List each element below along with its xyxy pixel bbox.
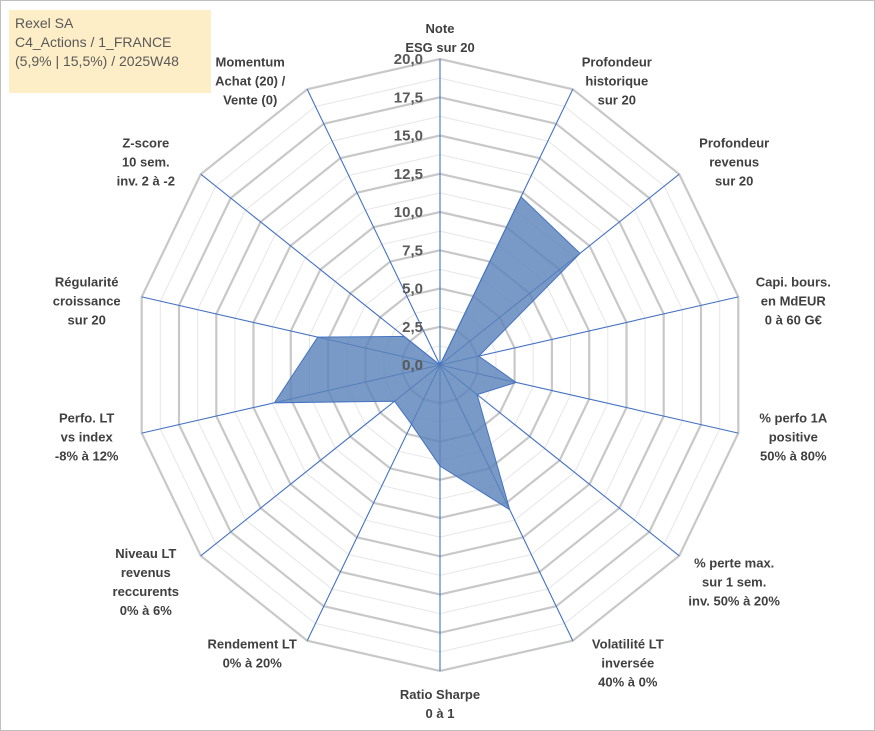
- category-label: Profondeur: [582, 54, 652, 69]
- tick-label: 12,5: [394, 166, 423, 183]
- category-label: positive: [769, 430, 818, 445]
- chart-title-box: Rexel SA C4_Actions / 1_FRANCE (5,9% | 1…: [9, 10, 211, 93]
- category-label: 40% à 0%: [598, 675, 658, 690]
- axis-spoke: [306, 89, 441, 366]
- category-label: 0 à 60 G€: [765, 312, 822, 327]
- tick-labels: 0,0 2,5 5,0 7,5 10,0 12,5 15,0 17,5 20,0: [394, 51, 423, 374]
- category-label: inv. 50% à 20%: [688, 593, 780, 608]
- category-label: Rendement LT: [208, 637, 297, 652]
- tick-label: 15,0: [394, 128, 423, 145]
- category-labels: Note ESG sur 20 Profondeur historique sur 20…: [53, 21, 831, 721]
- category-label: 0% à 6%: [120, 603, 172, 618]
- category-label: Z-score: [122, 136, 169, 151]
- category-label: inv. 2 à -2: [117, 174, 175, 189]
- category-label: Volatilité LT: [592, 637, 664, 652]
- category-label: revenus: [121, 565, 171, 580]
- category-label: -8% à 12%: [55, 449, 119, 464]
- category-label: inversée: [601, 656, 654, 671]
- category-label: Régularité: [55, 274, 119, 289]
- axis-spoke: [200, 173, 441, 366]
- tick-label: 10,0: [394, 204, 423, 221]
- category-label: 0 à 1: [426, 706, 455, 721]
- category-label: sur 20: [715, 174, 753, 189]
- category-label: sur 20: [598, 92, 636, 107]
- category-label: sur 1 sem.: [702, 574, 766, 589]
- tick-label: 2,5: [402, 319, 423, 336]
- category-label: 10 sem.: [122, 155, 170, 170]
- axis-spoke: [439, 296, 739, 366]
- category-label: Momentum: [216, 54, 285, 69]
- category-label: 50% à 80%: [760, 449, 827, 464]
- category-label: ESG sur 20: [405, 40, 474, 55]
- tick-label: 17,5: [394, 89, 423, 106]
- tick-label: 5,0: [402, 281, 423, 298]
- category-label: revenus: [709, 155, 759, 170]
- category-label: historique: [585, 73, 648, 88]
- tick-label: 20,0: [394, 51, 423, 68]
- category-label: Note: [426, 21, 455, 36]
- category-label: Capi. bours.: [756, 274, 831, 289]
- category-label: % perfo 1A: [759, 411, 828, 426]
- category-line: C4_Actions / 1_FRANCE: [15, 34, 172, 50]
- stats-line: (5,9% | 15,5%) / 2025W48: [15, 53, 179, 69]
- category-label: croissance: [53, 293, 121, 308]
- category-label: Profondeur: [699, 136, 769, 151]
- series-polygon: [273, 195, 581, 511]
- category-label: % perte max.: [694, 555, 774, 570]
- category-label: en MdEUR: [761, 293, 827, 308]
- axis-spoke: [439, 364, 680, 557]
- category-label: Ratio Sharpe: [400, 687, 480, 702]
- category-label: vs index: [61, 430, 114, 445]
- series-area: [273, 195, 581, 511]
- category-label: sur 20: [68, 312, 106, 327]
- company-name: Rexel SA: [15, 15, 74, 31]
- category-label: Achat (20) /: [215, 73, 285, 88]
- category-label: reccurents: [113, 584, 179, 599]
- category-label: 0% à 20%: [223, 656, 283, 671]
- category-label: Vente (0): [223, 92, 277, 107]
- tick-label: 7,5: [402, 242, 423, 259]
- tick-label: 0,0: [402, 357, 423, 374]
- category-label: Perfo. LT: [59, 411, 114, 426]
- category-label: Niveau LT: [115, 546, 176, 561]
